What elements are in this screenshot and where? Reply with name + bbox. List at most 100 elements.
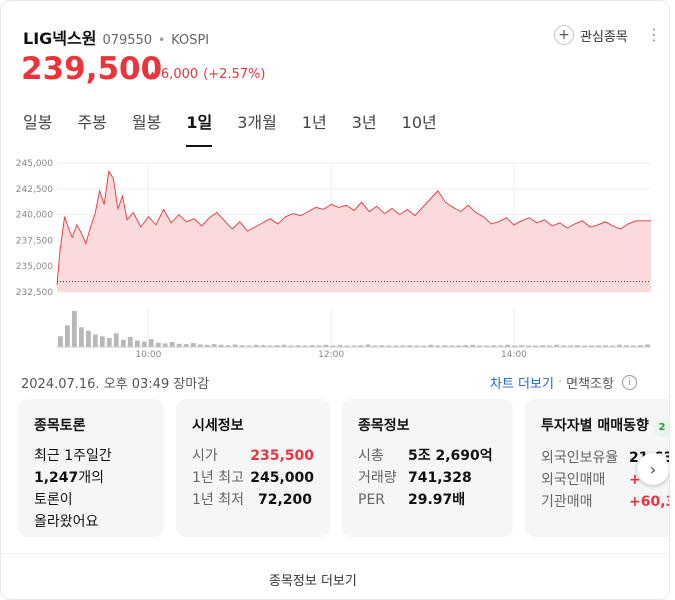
- y-tick-label: 245,000: [16, 159, 53, 169]
- volume-bar: [561, 345, 566, 347]
- volume-bar: [351, 345, 357, 347]
- volume-bar: [421, 345, 427, 347]
- y-tick-label: 235,000: [16, 262, 53, 272]
- volume-bar: [596, 345, 601, 347]
- market-info-card[interactable]: 시세정보 시가 235,500 1년 최고 245,000 1년 최저 72,200: [176, 399, 330, 537]
- volume-bar: [617, 344, 622, 347]
- count-badge: 2: [652, 419, 669, 437]
- volume-bar: [344, 345, 350, 347]
- volume-bar: [603, 345, 608, 347]
- volume-bar: [330, 345, 336, 347]
- volume-bar: [638, 345, 643, 347]
- discussion-line: 토론이: [34, 492, 73, 508]
- volume-bar: [65, 325, 70, 347]
- volume-bar: [274, 345, 280, 347]
- volume-bar: [267, 345, 273, 347]
- row-label: 기관매매: [541, 494, 593, 510]
- institution-trade: +60,3: [629, 494, 669, 510]
- y-tick-label: 237,500: [16, 236, 53, 246]
- discussion-card[interactable]: 종목토론 최근 1주일간 1,247개의 토론이 올라왔어요: [18, 399, 164, 537]
- volume-bar: [253, 344, 259, 347]
- card-title: 투자자별 매매동향 2: [541, 415, 669, 437]
- volume-bar: [197, 344, 203, 347]
- volume: 741,328: [408, 470, 472, 486]
- more-info-link[interactable]: 종목정보 더보기: [269, 574, 357, 589]
- tab-1year[interactable]: 1년: [301, 113, 327, 132]
- disclaimer-link[interactable]: 면책조항: [566, 377, 614, 392]
- card-title: 시세정보: [192, 418, 244, 434]
- tab-monthly[interactable]: 월봉: [131, 113, 162, 132]
- volume-bar: [498, 345, 504, 347]
- info-icon[interactable]: i: [621, 375, 637, 390]
- volume-bar: [260, 345, 266, 347]
- volume-bar: [554, 344, 559, 347]
- volume-bar: [400, 345, 406, 347]
- volume-bar: [365, 344, 371, 347]
- foreign-trade: +: [629, 472, 641, 488]
- volume-bar: [99, 336, 105, 347]
- tab-3month[interactable]: 3개월: [237, 113, 277, 132]
- intraday-price-chart[interactable]: 245,000 242,500 240,000 237,500 235,000 232,5…: [1, 151, 670, 363]
- separator-dot: •: [158, 33, 166, 47]
- timestamp: 2024.07.16. 오후 03:49 장마감: [21, 377, 210, 392]
- x-tick-label: 12:00: [318, 350, 344, 360]
- volume-bar: [414, 345, 420, 347]
- volume-bar: [58, 336, 63, 347]
- volume-bar: [540, 345, 545, 347]
- volume-bar: [358, 345, 364, 347]
- volume-bar: [169, 342, 175, 347]
- info-row: 시가 235,500: [192, 445, 314, 467]
- y-tick-label: 232,500: [16, 288, 53, 298]
- x-tick-label: 14:00: [501, 350, 527, 360]
- volume-bar: [92, 334, 98, 347]
- volume-bar: [477, 345, 483, 347]
- info-row: 시총 5조 2,690억: [358, 445, 497, 467]
- volume-bar: [645, 344, 650, 347]
- volume-bar: [204, 344, 210, 347]
- stock-name[interactable]: LIG넥스원: [23, 29, 97, 48]
- volume-bar: [463, 345, 469, 347]
- volume-bar: [547, 345, 552, 347]
- volume-bar: [568, 345, 573, 347]
- x-tick-label: 10:00: [135, 350, 161, 360]
- volume-bar: [79, 327, 84, 347]
- change-amount: 6,000: [160, 67, 199, 82]
- next-arrow-button[interactable]: ›: [637, 453, 669, 485]
- volume-bar: [190, 343, 196, 347]
- volume-bar: [183, 344, 189, 347]
- info-row: PER 29.97배: [358, 489, 497, 511]
- favorite-button[interactable]: + 관심종목: [554, 25, 628, 45]
- volume-bar: [141, 341, 147, 347]
- volume-bar: [505, 344, 510, 347]
- volume-bar: [533, 345, 538, 347]
- tab-1day[interactable]: 1일: [186, 109, 213, 147]
- discussion-line: 최근 1주일간: [34, 448, 112, 464]
- market-name: KOSPI: [171, 33, 210, 48]
- change-percent: (+2.57%): [203, 67, 266, 82]
- volume-bar: [575, 345, 580, 347]
- tab-3year[interactable]: 3년: [351, 113, 377, 132]
- volume-bar: [232, 344, 238, 347]
- chart-more-link[interactable]: 차트 더보기: [490, 377, 554, 392]
- discussion-count-suffix: 개의: [78, 470, 105, 486]
- row-label: 시가: [192, 448, 218, 464]
- current-price: 239,500: [21, 51, 163, 87]
- volume-bar: [372, 345, 378, 347]
- volume-bar: [239, 345, 245, 347]
- y-tick-label: 240,000: [16, 211, 53, 221]
- stock-info-card[interactable]: 종목정보 시총 5조 2,690억 거래량 741,328 PER 29.97배: [342, 399, 513, 537]
- tab-10year[interactable]: 10년: [401, 113, 437, 132]
- stock-code: 079550: [102, 33, 153, 48]
- tab-weekly[interactable]: 주봉: [77, 113, 107, 132]
- volume-bar: [316, 345, 322, 347]
- card-title: 종목토론: [34, 418, 86, 434]
- volume-bar: [302, 345, 308, 347]
- volume-bar: [442, 345, 448, 347]
- more-options-icon[interactable]: ⋮: [646, 25, 662, 44]
- volume-bar: [484, 345, 490, 347]
- price-change: ▲ 6,000 (+2.57%): [149, 67, 265, 82]
- volume-bar: [491, 345, 497, 347]
- volume-bar: [393, 345, 399, 347]
- tab-daily[interactable]: 일봉: [23, 113, 53, 132]
